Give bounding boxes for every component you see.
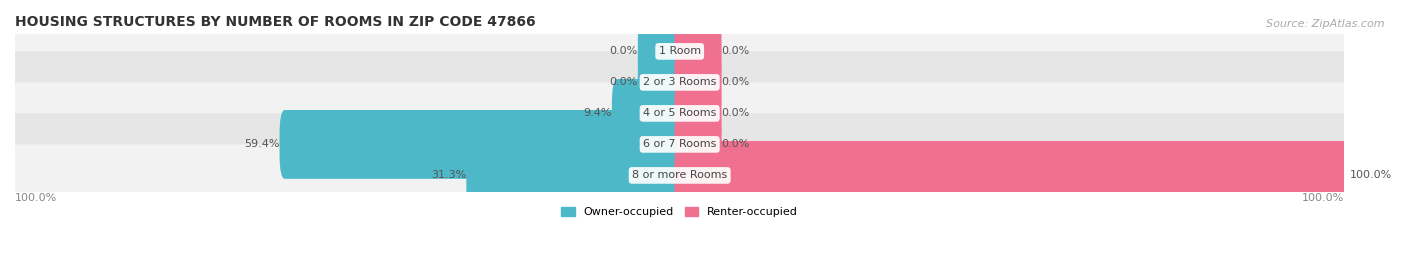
FancyBboxPatch shape [11, 20, 1348, 82]
Text: 0.0%: 0.0% [721, 77, 749, 87]
FancyBboxPatch shape [638, 17, 685, 86]
Text: 59.4%: 59.4% [245, 139, 280, 149]
FancyBboxPatch shape [675, 48, 721, 117]
Text: 100.0%: 100.0% [1302, 193, 1344, 203]
Text: 4 or 5 Rooms: 4 or 5 Rooms [643, 108, 717, 118]
FancyBboxPatch shape [675, 110, 721, 179]
Text: 0.0%: 0.0% [610, 77, 638, 87]
Text: 8 or more Rooms: 8 or more Rooms [633, 171, 727, 180]
Text: 31.3%: 31.3% [432, 171, 467, 180]
FancyBboxPatch shape [675, 141, 1350, 210]
FancyBboxPatch shape [11, 114, 1348, 175]
FancyBboxPatch shape [280, 110, 685, 179]
Text: 6 or 7 Rooms: 6 or 7 Rooms [643, 139, 717, 149]
FancyBboxPatch shape [612, 79, 685, 148]
Text: 0.0%: 0.0% [721, 108, 749, 118]
Text: 100.0%: 100.0% [15, 193, 58, 203]
FancyBboxPatch shape [675, 79, 721, 148]
FancyBboxPatch shape [11, 144, 1348, 206]
Legend: Owner-occupied, Renter-occupied: Owner-occupied, Renter-occupied [557, 202, 803, 222]
FancyBboxPatch shape [467, 141, 685, 210]
Text: 1 Room: 1 Room [658, 46, 700, 56]
Text: 0.0%: 0.0% [610, 46, 638, 56]
FancyBboxPatch shape [638, 48, 685, 117]
FancyBboxPatch shape [11, 51, 1348, 114]
Text: 9.4%: 9.4% [583, 108, 612, 118]
Text: 100.0%: 100.0% [1350, 171, 1392, 180]
Text: 0.0%: 0.0% [721, 46, 749, 56]
Text: 0.0%: 0.0% [721, 139, 749, 149]
Text: Source: ZipAtlas.com: Source: ZipAtlas.com [1267, 19, 1385, 29]
FancyBboxPatch shape [675, 17, 721, 86]
Text: HOUSING STRUCTURES BY NUMBER OF ROOMS IN ZIP CODE 47866: HOUSING STRUCTURES BY NUMBER OF ROOMS IN… [15, 15, 536, 29]
Text: 2 or 3 Rooms: 2 or 3 Rooms [643, 77, 717, 87]
FancyBboxPatch shape [11, 82, 1348, 144]
